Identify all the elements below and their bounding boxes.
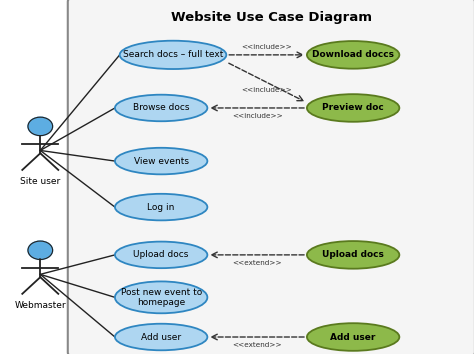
Ellipse shape bbox=[115, 148, 208, 175]
Text: Add user: Add user bbox=[141, 332, 181, 342]
Text: Post new event to
homepage: Post new event to homepage bbox=[120, 288, 202, 307]
Text: <<include>>: <<include>> bbox=[241, 87, 292, 93]
FancyBboxPatch shape bbox=[68, 0, 474, 354]
Ellipse shape bbox=[115, 194, 208, 220]
Text: View events: View events bbox=[134, 156, 189, 166]
Ellipse shape bbox=[115, 95, 208, 121]
Ellipse shape bbox=[119, 41, 226, 69]
Text: <<extend>>: <<extend>> bbox=[232, 342, 282, 348]
Ellipse shape bbox=[307, 241, 399, 269]
Ellipse shape bbox=[307, 41, 399, 69]
Text: Website Use Case Diagram: Website Use Case Diagram bbox=[171, 11, 372, 24]
Ellipse shape bbox=[115, 281, 208, 313]
Circle shape bbox=[28, 241, 53, 259]
Text: <<include>>: <<include>> bbox=[241, 44, 292, 50]
Text: Preview doc: Preview doc bbox=[322, 103, 384, 113]
Text: Site user: Site user bbox=[20, 177, 60, 186]
Ellipse shape bbox=[115, 241, 208, 268]
Text: <<include>>: <<include>> bbox=[232, 113, 283, 119]
Text: Search docs – full text: Search docs – full text bbox=[123, 50, 223, 59]
Text: Download doccs: Download doccs bbox=[312, 50, 394, 59]
Text: Log in: Log in bbox=[147, 202, 175, 212]
Text: Webmaster: Webmaster bbox=[15, 301, 66, 310]
Ellipse shape bbox=[115, 324, 208, 350]
Ellipse shape bbox=[307, 94, 399, 122]
Text: <<extend>>: <<extend>> bbox=[232, 260, 282, 266]
Text: Upload docs: Upload docs bbox=[322, 250, 384, 259]
Circle shape bbox=[28, 117, 53, 136]
Ellipse shape bbox=[307, 323, 399, 351]
Text: Add user: Add user bbox=[330, 332, 376, 342]
Text: Browse docs: Browse docs bbox=[133, 103, 190, 113]
Text: Upload docs: Upload docs bbox=[134, 250, 189, 259]
